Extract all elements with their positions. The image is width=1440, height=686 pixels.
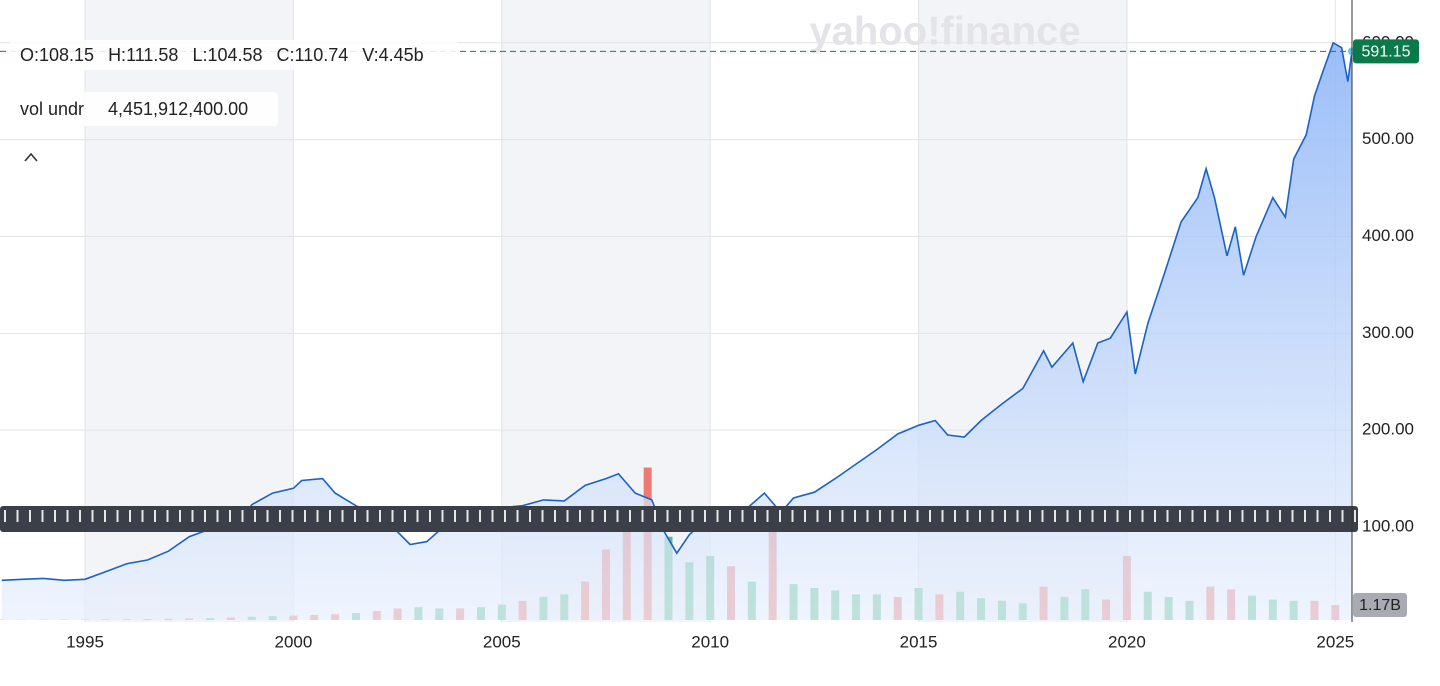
x-tick-label: 2000 (274, 632, 312, 651)
scroll-strip (0, 506, 1358, 532)
y-tick-label: 200.00 (1362, 420, 1414, 439)
y-tick-label: 500.00 (1362, 129, 1414, 148)
x-tick-label: 2020 (1108, 632, 1146, 651)
indicator-name: vol undr (20, 99, 84, 119)
x-tick-label: 2025 (1316, 632, 1354, 651)
indicator-value: 4,451,912,400.00 (108, 99, 248, 119)
collapse-icon[interactable] (25, 154, 37, 161)
y-tick-label: 400.00 (1362, 226, 1414, 245)
x-tick-label: 2015 (900, 632, 938, 651)
x-tick-label: 2010 (691, 632, 729, 651)
volume-badge-label: 1.17B (1359, 597, 1401, 614)
ohlc-value: V:4.45b (362, 45, 423, 65)
y-tick-label: 100.00 (1362, 517, 1414, 536)
price-badge-label: 591.15 (1362, 44, 1411, 61)
x-tick-label: 1995 (66, 632, 104, 651)
ohlc-value: C:110.74 (277, 45, 349, 65)
ohlc-value: O:108.15 (20, 45, 94, 65)
y-tick-label: 300.00 (1362, 323, 1414, 342)
ohlc-value: L:104.58 (192, 45, 262, 65)
x-tick-label: 2005 (483, 632, 521, 651)
watermark: yahoo!finance (809, 10, 1080, 54)
ohlc-value: H:111.58 (108, 45, 178, 65)
